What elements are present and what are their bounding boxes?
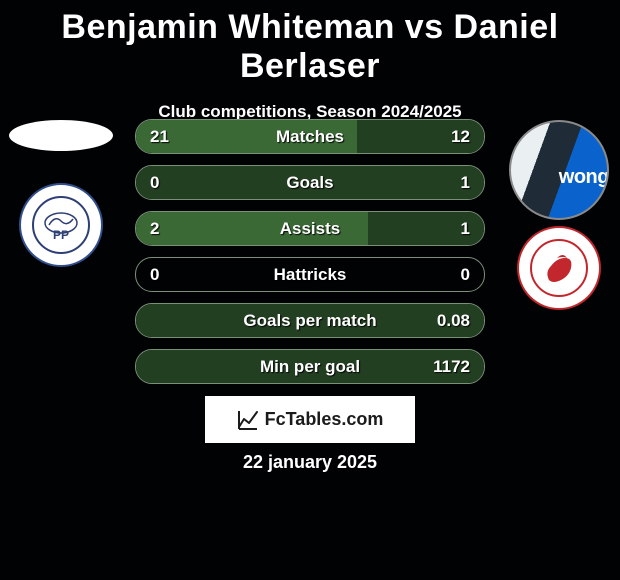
club-badge-left: PP: [19, 183, 103, 267]
fctables-text: FcTables.com: [265, 409, 384, 430]
stat-label: Min per goal: [136, 357, 484, 377]
fctables-brand: FcTables.com: [205, 396, 415, 443]
right-player-column: [504, 120, 614, 310]
stat-row: Goals per match0.08: [135, 303, 485, 338]
stat-label: Matches: [136, 127, 484, 147]
stat-value-right: 12: [451, 127, 470, 147]
svg-text:PP: PP: [53, 228, 69, 242]
club-badge-right: [517, 226, 601, 310]
stat-row: Min per goal1172: [135, 349, 485, 384]
stats-container: 21Matches120Goals12Assists10Hattricks0Go…: [135, 119, 485, 384]
stat-value-right: 0.08: [437, 311, 470, 331]
fctables-logo-icon: [237, 409, 259, 431]
stat-label: Goals per match: [136, 311, 484, 331]
stat-value-right: 1: [461, 219, 470, 239]
player-photo-right: [509, 120, 609, 220]
stat-row: 21Matches12: [135, 119, 485, 154]
stat-label: Assists: [136, 219, 484, 239]
page-title: Benjamin Whiteman vs Daniel Berlaser: [0, 0, 620, 86]
player-photo-left: [9, 120, 113, 151]
preston-crest-icon: PP: [31, 195, 91, 255]
stat-value-right: 0: [461, 265, 470, 285]
left-player-column: PP: [6, 120, 116, 267]
stat-value-right: 1172: [433, 357, 470, 377]
stat-row: 2Assists1: [135, 211, 485, 246]
stat-label: Hattricks: [136, 265, 484, 285]
date-text: 22 january 2025: [0, 452, 620, 473]
stat-label: Goals: [136, 173, 484, 193]
stat-row: 0Goals1: [135, 165, 485, 200]
stat-value-right: 1: [461, 173, 470, 193]
stat-row: 0Hattricks0: [135, 257, 485, 292]
middlesbrough-crest-icon: [529, 238, 589, 298]
